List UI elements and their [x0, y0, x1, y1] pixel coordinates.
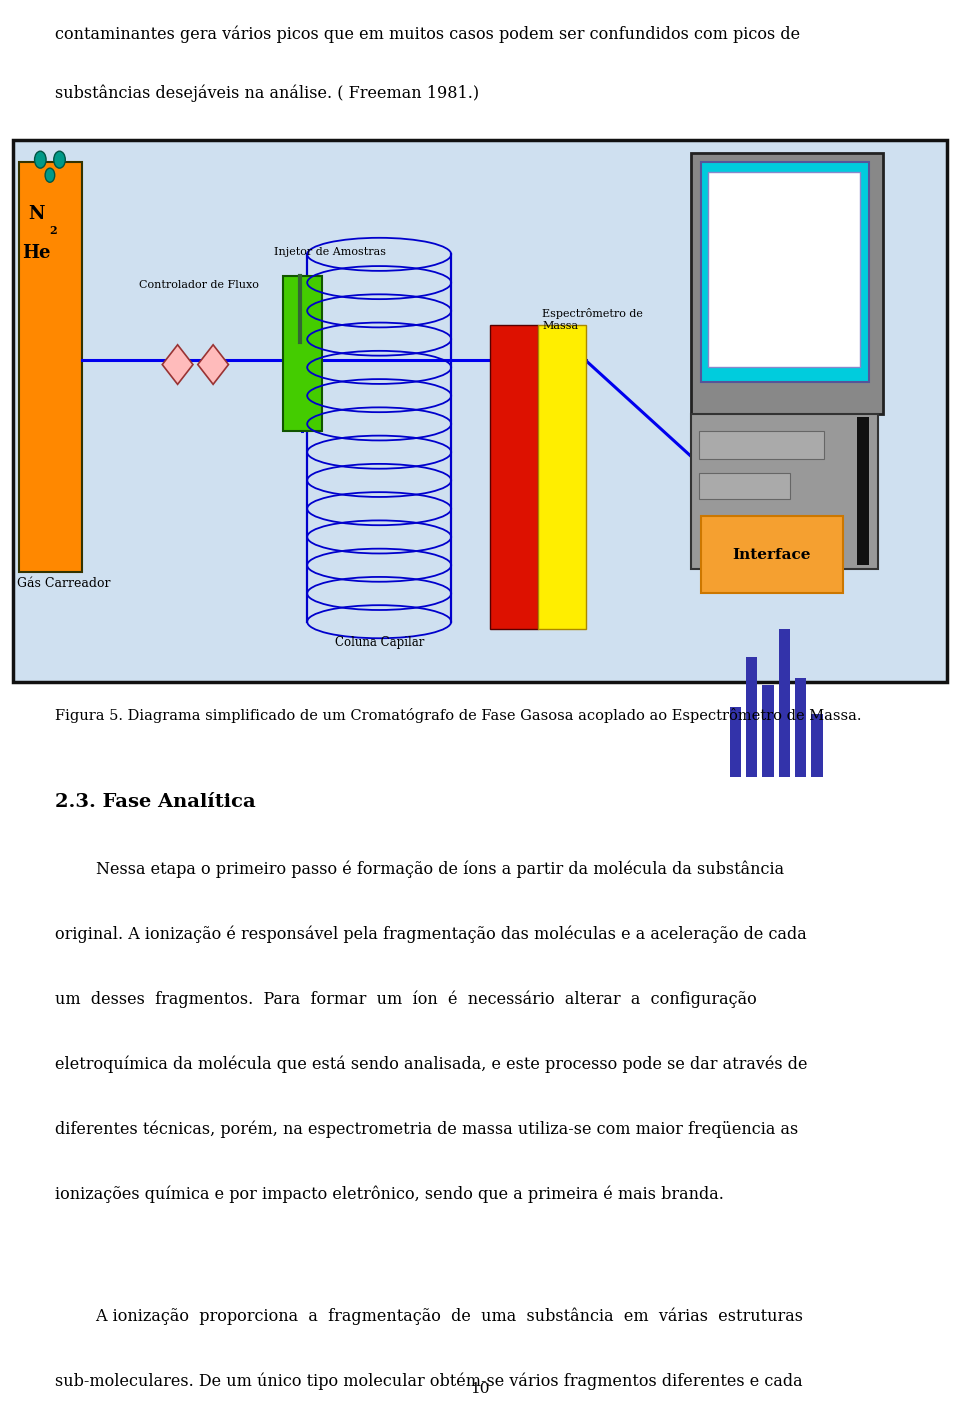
Bar	[701, 516, 843, 593]
Bar	[538, 325, 586, 629]
Bar	[13, 140, 947, 682]
Text: sub-moleculares. De um único tipo molecular obtém-se vários fragmentos diferente: sub-moleculares. De um único tipo molecu…	[55, 1372, 803, 1389]
Text: Coluna Capilar: Coluna Capilar	[334, 636, 424, 649]
Bar	[730, 706, 741, 777]
Circle shape	[54, 151, 65, 168]
Text: Injetor de Amostras: Injetor de Amostras	[274, 247, 386, 257]
Text: substâncias desejáveis na análise. ( Freeman 1981.): substâncias desejáveis na análise. ( Fre…	[55, 85, 479, 102]
Bar	[795, 678, 806, 777]
Polygon shape	[198, 345, 228, 384]
Bar	[691, 414, 878, 569]
Text: Interface: Interface	[732, 548, 811, 561]
Text: Controlador de Fluxo: Controlador de Fluxo	[139, 280, 259, 290]
Text: 2.3. Fase Analítica: 2.3. Fase Analítica	[55, 793, 255, 811]
Text: He: He	[22, 244, 51, 263]
Bar	[699, 473, 790, 499]
Text: original. A ionização é responsável pela fragmentação das moléculas e a aceleraç: original. A ionização é responsável pela…	[55, 926, 806, 942]
Text: um  desses  fragmentos.  Para  formar  um  íon  é  necessário  alterar  a  confi: um desses fragmentos. Para formar um íon…	[55, 991, 756, 1007]
Bar	[691, 153, 883, 414]
Bar	[283, 276, 322, 431]
Bar	[490, 325, 538, 629]
Text: Figura 5. Diagrama simplificado de um Cromatógrafo de Fase Gasosa acoplado ao Es: Figura 5. Diagrama simplificado de um Cr…	[55, 708, 861, 723]
Text: Gás Carreador: Gás Carreador	[17, 577, 110, 589]
Text: 2: 2	[49, 225, 57, 236]
Text: ionizações química e por impacto eletrônico, sendo que a primeira é mais branda.: ionizações química e por impacto eletrôn…	[55, 1186, 724, 1202]
Polygon shape	[162, 345, 193, 384]
Bar	[699, 431, 824, 459]
Bar	[762, 685, 774, 777]
Bar	[746, 657, 757, 777]
Bar	[811, 714, 823, 777]
Bar	[779, 629, 790, 777]
Text: N: N	[28, 205, 45, 223]
Circle shape	[45, 168, 55, 182]
Text: 10: 10	[470, 1382, 490, 1396]
Circle shape	[35, 151, 46, 168]
Bar	[701, 162, 869, 382]
Bar	[708, 172, 860, 367]
Text: contaminantes gera vários picos que em muitos casos podem ser confundidos com pi: contaminantes gera vários picos que em m…	[55, 25, 800, 42]
Text: A ionização  proporciona  a  fragmentação  de  uma  substância  em  várias  estr: A ionização proporciona a fragmentação d…	[55, 1307, 803, 1324]
Text: Espectrômetro de
Massa: Espectrômetro de Massa	[542, 308, 643, 331]
Bar	[19, 162, 82, 572]
Bar	[857, 417, 869, 565]
Text: eletroquímica da molécula que está sendo analisada, e este processo pode se dar : eletroquímica da molécula que está sendo…	[55, 1056, 807, 1072]
Text: diferentes técnicas, porém, na espectrometria de massa utiliza-se com maior freq: diferentes técnicas, porém, na espectrom…	[55, 1121, 799, 1137]
Text: Nessa etapa o primeiro passo é formação de íons a partir da molécula da substânc: Nessa etapa o primeiro passo é formação …	[55, 861, 784, 877]
